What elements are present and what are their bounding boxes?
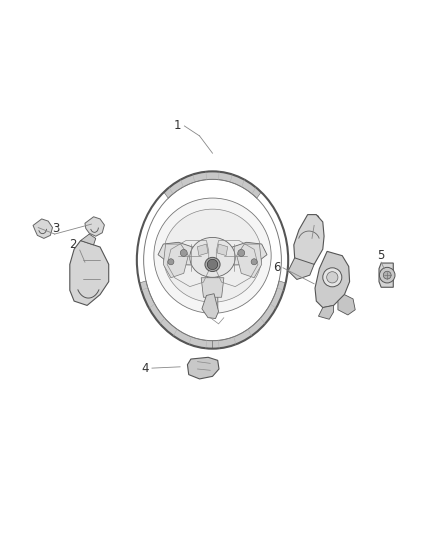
Circle shape: [383, 271, 391, 279]
Polygon shape: [85, 217, 104, 236]
Text: 5: 5: [378, 249, 385, 262]
Polygon shape: [81, 234, 96, 245]
Polygon shape: [139, 281, 212, 349]
Polygon shape: [379, 263, 393, 287]
Polygon shape: [237, 244, 261, 278]
Text: 1: 1: [174, 119, 182, 133]
Circle shape: [327, 272, 338, 283]
Circle shape: [207, 259, 218, 270]
Text: 2: 2: [70, 238, 77, 252]
Polygon shape: [219, 243, 267, 265]
Polygon shape: [315, 252, 350, 308]
Circle shape: [238, 249, 245, 256]
Circle shape: [251, 259, 257, 265]
Text: 3: 3: [52, 222, 59, 236]
Polygon shape: [187, 357, 219, 379]
Polygon shape: [198, 244, 208, 256]
Polygon shape: [212, 281, 286, 349]
Polygon shape: [70, 240, 109, 305]
Text: 2: 2: [313, 214, 320, 227]
Polygon shape: [207, 264, 218, 318]
Ellipse shape: [205, 257, 220, 271]
Text: 6: 6: [273, 261, 280, 274]
Circle shape: [168, 259, 174, 265]
Polygon shape: [33, 219, 53, 238]
Circle shape: [323, 268, 342, 287]
Polygon shape: [164, 172, 261, 198]
Polygon shape: [318, 305, 334, 319]
Circle shape: [379, 268, 395, 283]
Polygon shape: [288, 258, 314, 279]
Polygon shape: [202, 294, 219, 319]
Polygon shape: [158, 243, 206, 265]
Polygon shape: [217, 244, 228, 256]
Ellipse shape: [190, 237, 235, 277]
Text: 4: 4: [142, 361, 149, 375]
Ellipse shape: [208, 260, 217, 269]
Ellipse shape: [163, 209, 261, 302]
Polygon shape: [163, 244, 188, 278]
Polygon shape: [338, 295, 355, 315]
Polygon shape: [294, 215, 324, 266]
Circle shape: [180, 249, 187, 256]
Ellipse shape: [154, 198, 271, 313]
Polygon shape: [201, 278, 224, 297]
Ellipse shape: [137, 172, 288, 349]
